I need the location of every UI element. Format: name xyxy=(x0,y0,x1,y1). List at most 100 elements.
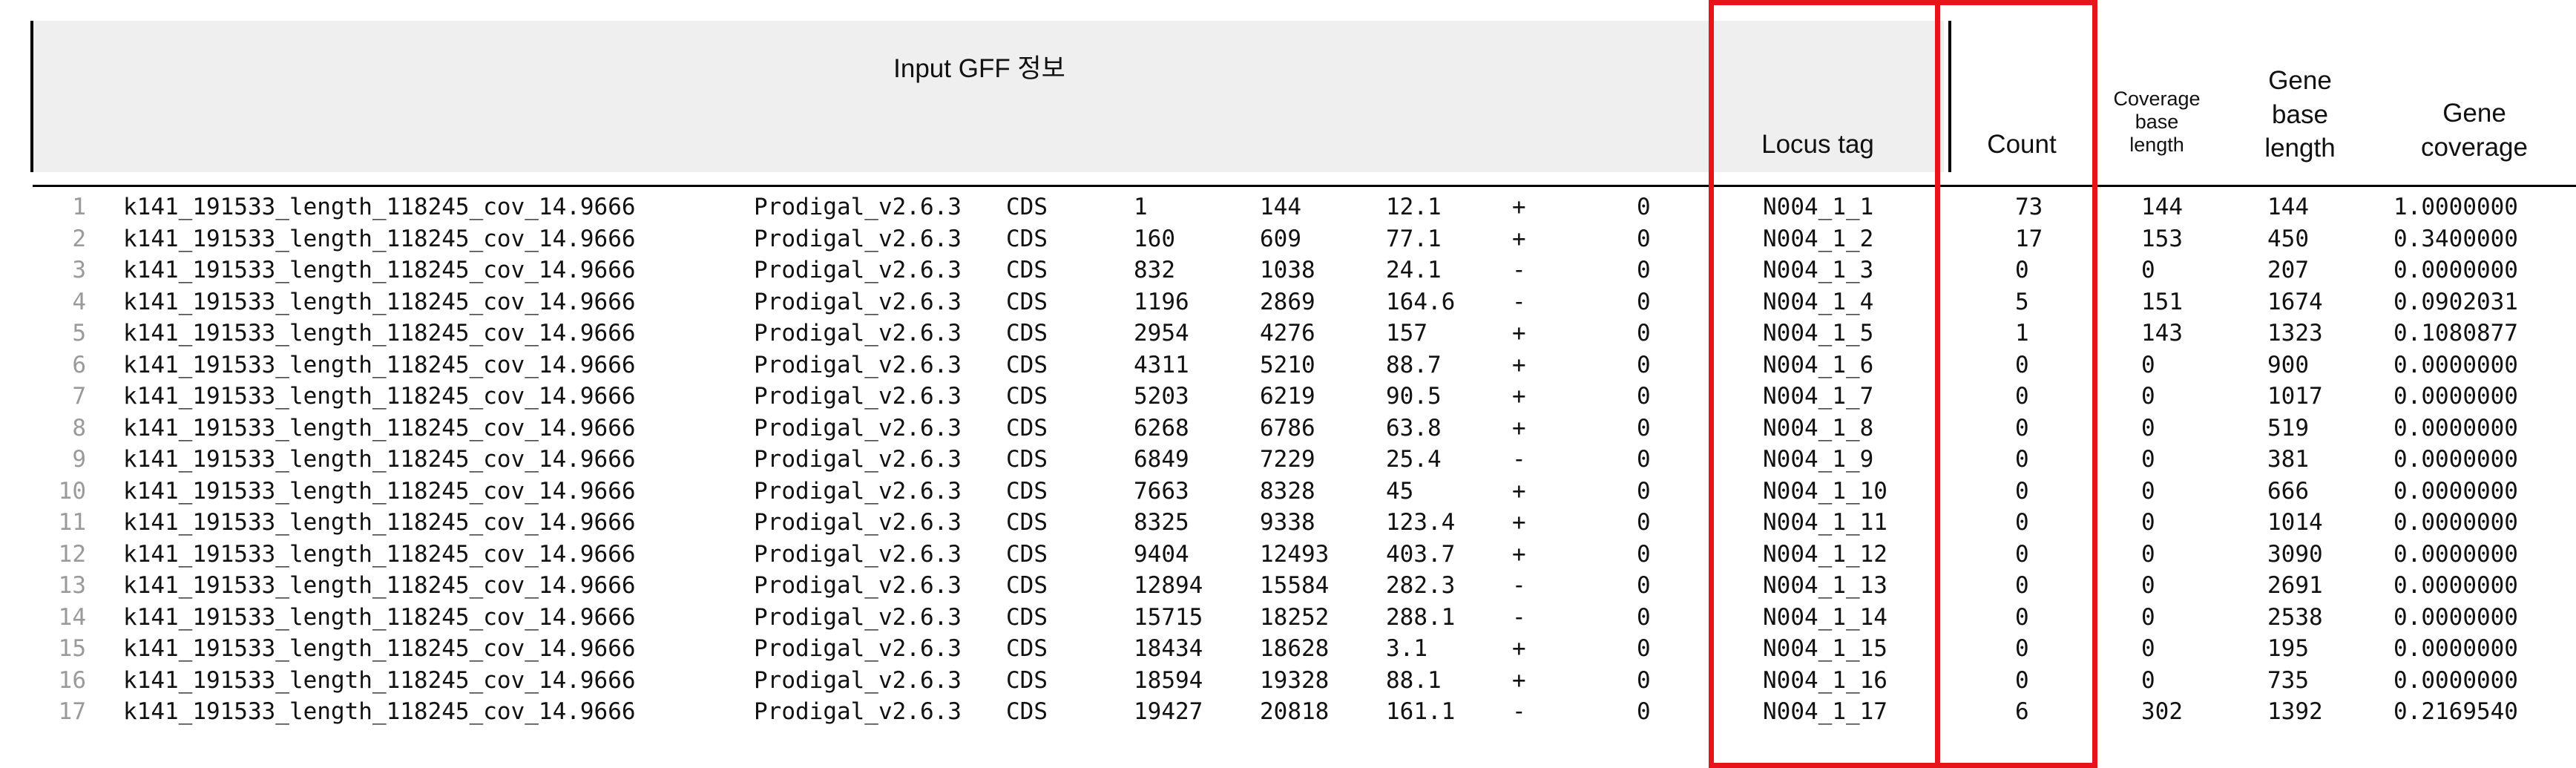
start-cell: 18434 xyxy=(1134,635,1203,662)
locus-tag-cell: N004_1_3 xyxy=(1763,257,1874,283)
end-cell: 18628 xyxy=(1260,635,1330,662)
gene-base-length-cell: 207 xyxy=(2267,257,2309,283)
seqid-cell: k141_191533_length_118245_cov_14.9666 xyxy=(123,603,636,631)
table-row: 3 k141_191533_length_118245_cov_14.9666 Pr… xyxy=(0,255,2576,286)
start-cell: 15715 xyxy=(1134,603,1203,631)
table-row: 8 k141_191533_length_118245_cov_14.9666 Pr… xyxy=(0,413,2576,444)
score-cell: 123.4 xyxy=(1386,509,1456,536)
gene-coverage-line-2: coverage xyxy=(2421,132,2528,162)
end-cell: 6219 xyxy=(1260,383,1315,410)
end-cell: 15584 xyxy=(1260,572,1330,599)
gene-base-length-cell: 1014 xyxy=(2267,509,2323,536)
source-cell: Prodigal_v2.6.3 xyxy=(754,383,962,410)
table-row: 16 k141_191533_length_118245_cov_14.9666 P… xyxy=(0,665,2576,697)
score-cell: 25.4 xyxy=(1386,446,1442,473)
end-cell: 144 xyxy=(1260,194,1301,220)
start-cell: 4311 xyxy=(1134,351,1189,378)
end-cell: 9338 xyxy=(1260,509,1315,536)
header-band xyxy=(33,21,1944,172)
table-row: 6 k141_191533_length_118245_cov_14.9666 Pr… xyxy=(0,349,2576,381)
type-cell: CDS xyxy=(1006,383,1048,410)
line-number: 7 xyxy=(72,383,86,410)
coverage-base-length-cell: 143 xyxy=(2141,320,2183,347)
end-cell: 4276 xyxy=(1260,320,1315,347)
score-cell: 282.3 xyxy=(1386,572,1456,599)
table-row: 2 k141_191533_length_118245_cov_14.9666 Pr… xyxy=(0,223,2576,255)
gene-coverage-cell: 0.1080877 xyxy=(2393,320,2518,347)
count-cell: 1 xyxy=(2015,320,2029,347)
score-cell: 88.1 xyxy=(1386,666,1442,694)
type-cell: CDS xyxy=(1006,477,1048,505)
locus-tag-cell: N004_1_12 xyxy=(1763,540,1887,568)
count-header: Count xyxy=(1987,130,2057,159)
line-number: 2 xyxy=(72,225,86,252)
score-cell: 157 xyxy=(1386,320,1427,347)
gene-coverage-cell: 0.0000000 xyxy=(2393,477,2518,505)
line-number: 15 xyxy=(58,635,86,662)
score-cell: 63.8 xyxy=(1386,414,1442,442)
coverage-base-length-cell: 0 xyxy=(2141,635,2155,662)
gene-coverage-cell: 0.2169540 xyxy=(2393,698,2518,725)
phase-cell: 0 xyxy=(1637,572,1651,599)
coverage-base-length-cell: 0 xyxy=(2141,540,2155,568)
coverage-base-length-line-2: base xyxy=(2135,111,2179,134)
locus-tag-cell: N004_1_4 xyxy=(1763,288,1874,315)
strand-cell: + xyxy=(1512,414,1526,442)
strand-cell: + xyxy=(1512,351,1526,378)
gene-coverage-header: Gene coverage xyxy=(2389,96,2560,164)
gene-coverage-cell: 0.0000000 xyxy=(2393,414,2518,442)
count-cell: 0 xyxy=(2015,666,2029,694)
gene-base-length-cell: 519 xyxy=(2267,414,2309,442)
line-number: 3 xyxy=(72,257,86,283)
start-cell: 2954 xyxy=(1134,320,1189,347)
type-cell: CDS xyxy=(1006,288,1048,315)
count-highlight-box xyxy=(1935,0,2097,768)
score-cell: 90.5 xyxy=(1386,383,1442,410)
end-cell: 19328 xyxy=(1260,666,1330,694)
gene-base-length-cell: 1392 xyxy=(2267,698,2323,725)
end-cell: 18252 xyxy=(1260,603,1330,631)
gene-base-length-cell: 735 xyxy=(2267,666,2309,694)
locus-tag-header: Locus tag xyxy=(1761,130,1874,159)
strand-cell: + xyxy=(1512,540,1526,568)
table-row: 14 k141_191533_length_118245_cov_14.9666 P… xyxy=(0,602,2576,634)
type-cell: CDS xyxy=(1006,194,1048,220)
locus-tag-cell: N004_1_11 xyxy=(1763,509,1887,536)
count-cell: 0 xyxy=(2015,257,2029,283)
score-cell: 24.1 xyxy=(1386,257,1442,283)
input-gff-header: Input GFF 정보 xyxy=(893,54,1065,83)
table-row: 7 k141_191533_length_118245_cov_14.9666 Pr… xyxy=(0,381,2576,413)
source-cell: Prodigal_v2.6.3 xyxy=(754,194,962,220)
end-cell: 12493 xyxy=(1260,540,1330,568)
source-cell: Prodigal_v2.6.3 xyxy=(754,288,962,315)
locus-tag-cell: N004_1_10 xyxy=(1763,477,1887,505)
start-cell: 7663 xyxy=(1134,477,1189,505)
phase-cell: 0 xyxy=(1637,320,1651,347)
count-cell: 0 xyxy=(2015,477,2029,505)
line-number: 1 xyxy=(72,194,86,220)
gene-base-length-cell: 900 xyxy=(2267,351,2309,378)
score-cell: 45 xyxy=(1386,477,1414,505)
seqid-cell: k141_191533_length_118245_cov_14.9666 xyxy=(123,288,636,315)
seqid-cell: k141_191533_length_118245_cov_14.9666 xyxy=(123,635,636,662)
source-cell: Prodigal_v2.6.3 xyxy=(754,320,962,347)
locus-tag-highlight-box xyxy=(1709,0,1940,768)
source-cell: Prodigal_v2.6.3 xyxy=(754,666,962,694)
line-number: 4 xyxy=(72,288,86,315)
type-cell: CDS xyxy=(1006,666,1048,694)
coverage-base-length-header: Coverage base length xyxy=(2101,88,2212,157)
phase-cell: 0 xyxy=(1637,257,1651,283)
source-cell: Prodigal_v2.6.3 xyxy=(754,698,962,725)
strand-cell: + xyxy=(1512,477,1526,505)
source-cell: Prodigal_v2.6.3 xyxy=(754,225,962,252)
source-cell: Prodigal_v2.6.3 xyxy=(754,635,962,662)
coverage-base-length-cell: 0 xyxy=(2141,446,2155,473)
phase-cell: 0 xyxy=(1637,603,1651,631)
type-cell: CDS xyxy=(1006,225,1048,252)
score-cell: 88.7 xyxy=(1386,351,1442,378)
score-cell: 3.1 xyxy=(1386,635,1427,662)
source-cell: Prodigal_v2.6.3 xyxy=(754,477,962,505)
source-cell: Prodigal_v2.6.3 xyxy=(754,509,962,536)
seqid-cell: k141_191533_length_118245_cov_14.9666 xyxy=(123,698,636,725)
seqid-cell: k141_191533_length_118245_cov_14.9666 xyxy=(123,477,636,505)
